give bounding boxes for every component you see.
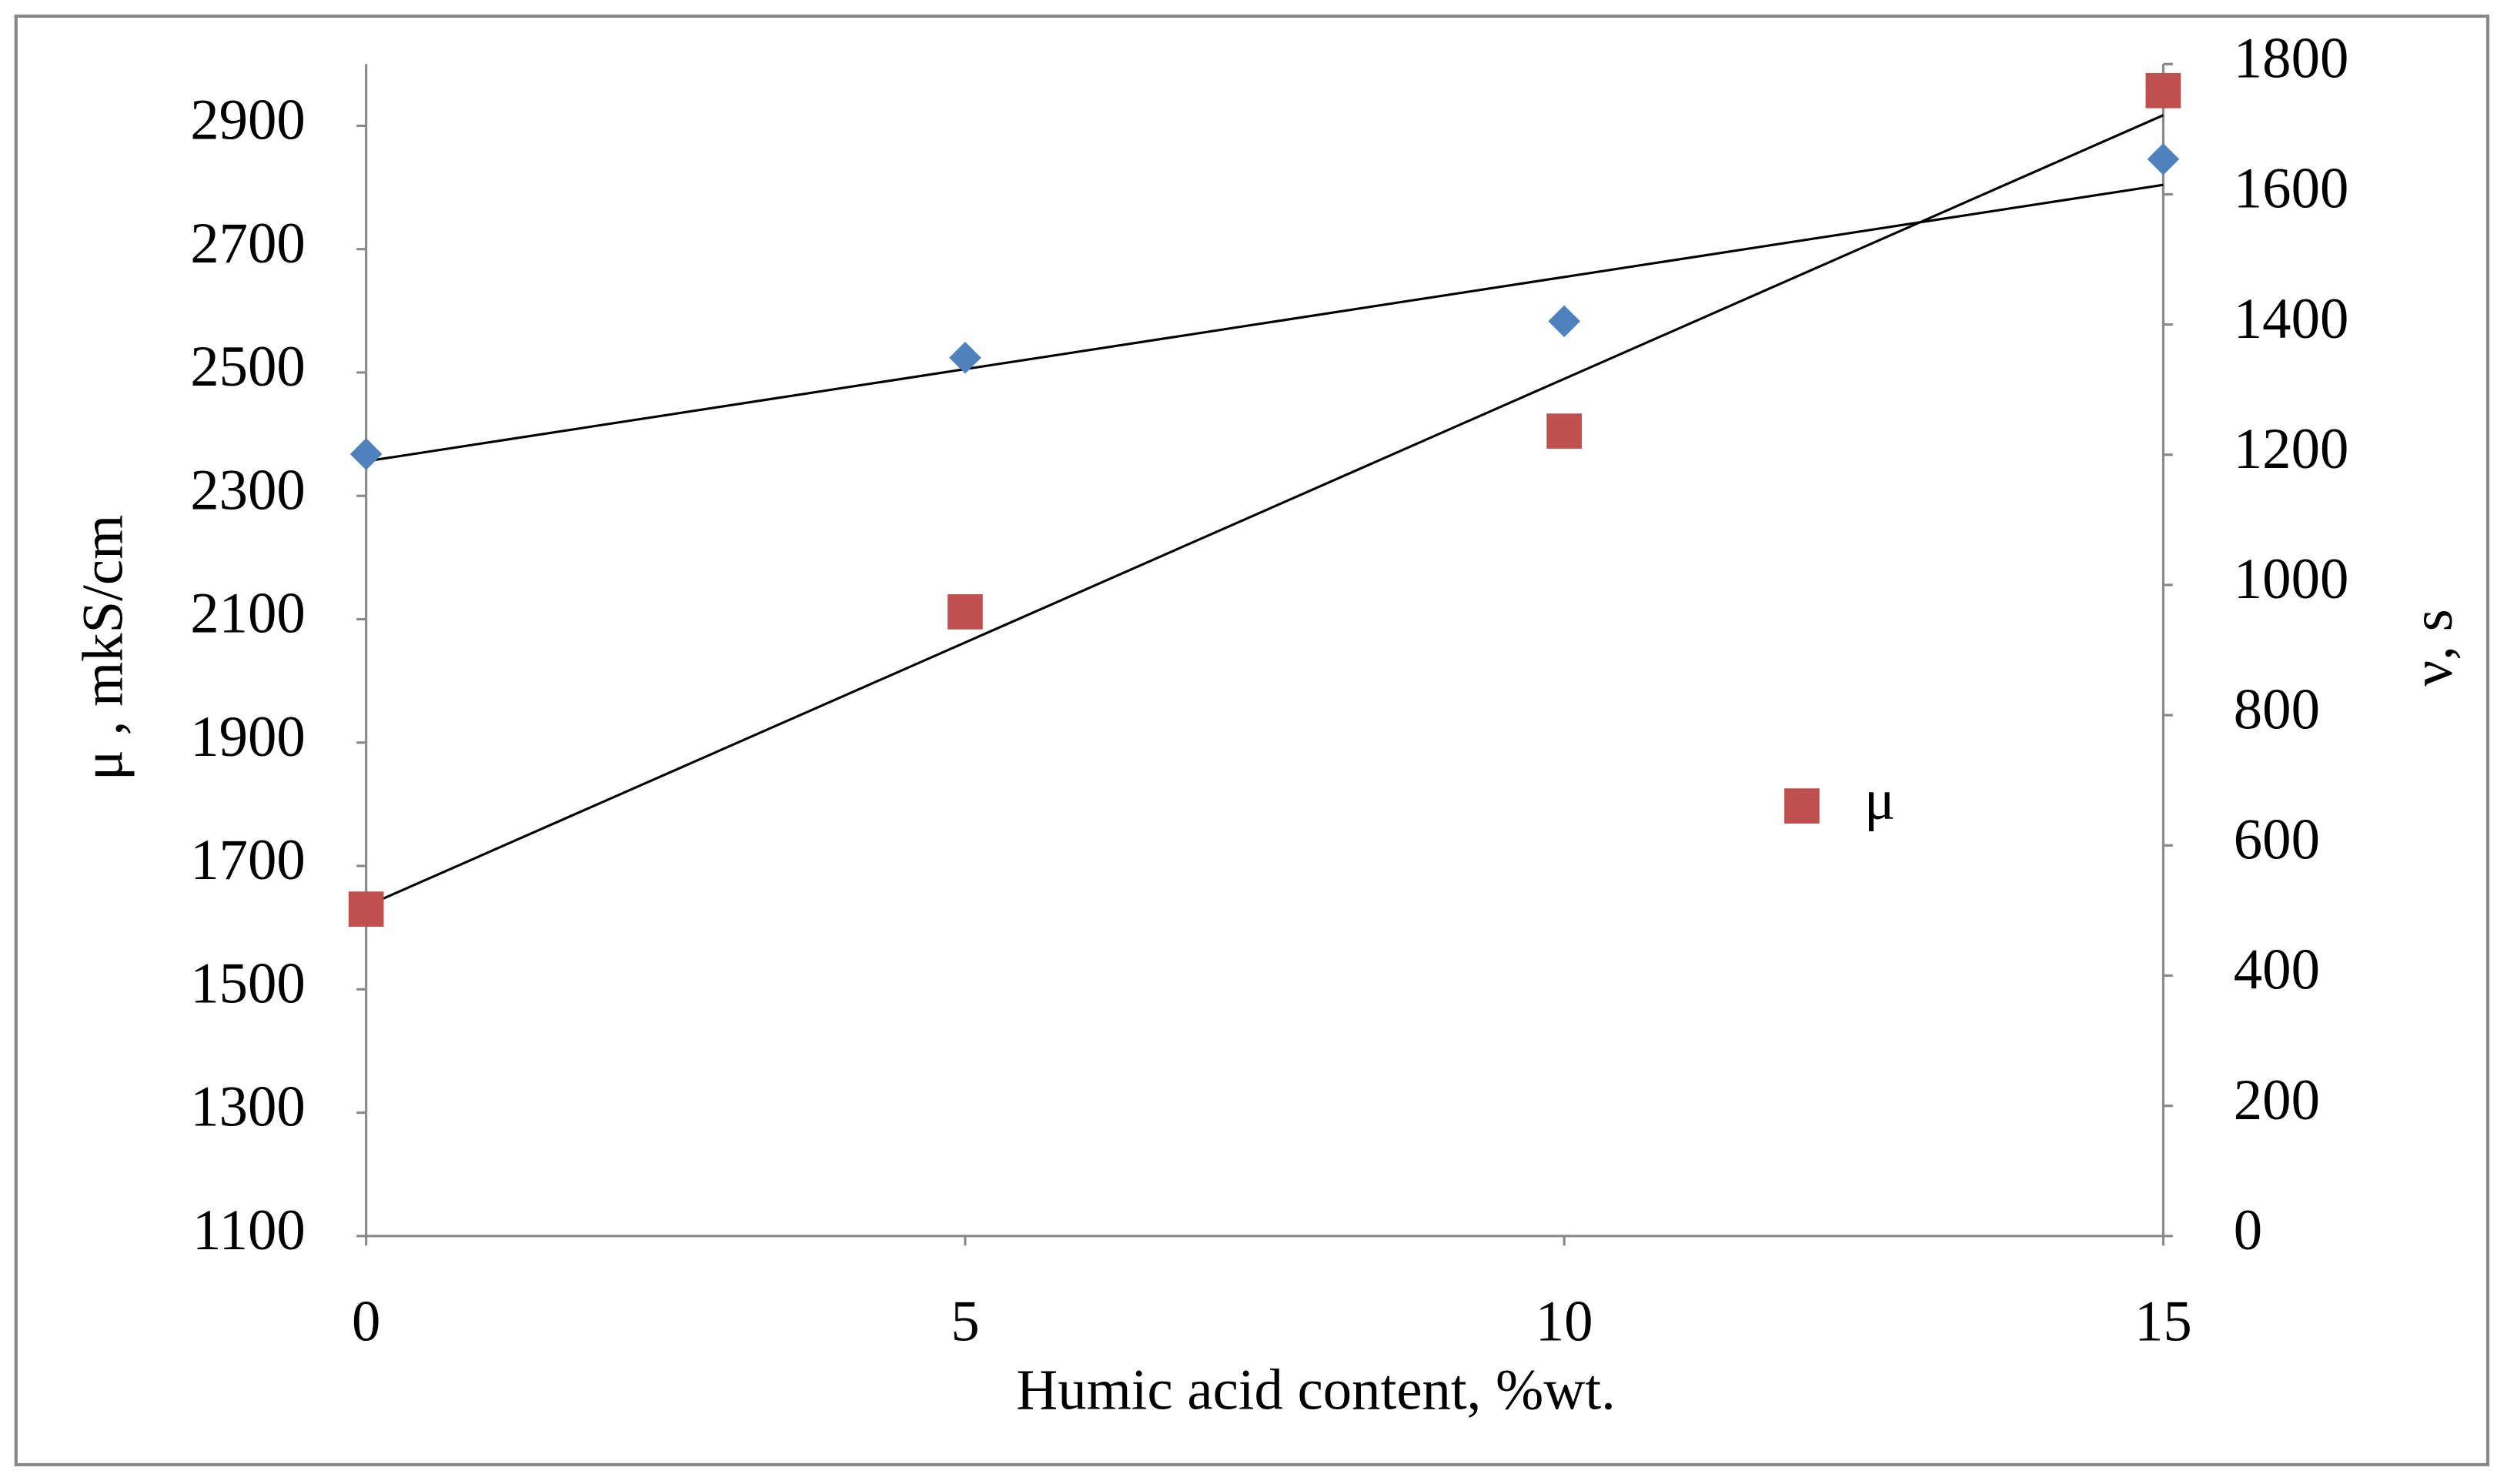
y2-tick-label: 200 [2234,1068,2320,1132]
y-tick-label: 1500 [190,951,306,1015]
trendline [366,114,2164,907]
y-tick-label: 2700 [190,212,306,276]
y2-tick-label: 400 [2234,938,2320,1002]
x-tick-label: 15 [2134,1289,2192,1353]
y2-tick-label: 1800 [2234,26,2349,90]
y-tick-label: 1700 [190,828,306,892]
x-tick-label: 5 [951,1289,979,1353]
x-tick-label: 10 [1536,1289,1593,1353]
point [348,891,384,927]
trendline [366,183,2164,463]
point [2145,72,2181,109]
y-tick-label: 2500 [190,335,306,399]
y-tick-label: 2300 [190,458,306,522]
y-tick-label: 1900 [190,705,306,769]
point [349,438,383,470]
y-tick-label: 2900 [190,89,306,152]
y2-tick-label: 0 [2234,1198,2262,1262]
y2-tick-label: 1200 [2234,417,2349,481]
point [948,594,983,630]
legend-label: μ [1864,768,1895,832]
y2-axis-label: ν, s [2401,609,2465,686]
point [1546,413,1583,449]
y2-tick-label: 800 [2234,677,2320,741]
legend-swatch [1784,788,1820,824]
point [949,341,981,374]
point [2147,143,2180,175]
y-tick-label: 1100 [192,1198,306,1262]
y2-tick-label: 1600 [2234,157,2349,221]
y2-tick-label: 1400 [2234,287,2349,351]
y2-tick-label: 1000 [2234,547,2349,611]
y-tick-label: 2100 [190,582,306,646]
y2-tick-label: 600 [2234,807,2320,871]
x-axis-label: Humic acid content, %wt. [1016,1359,1616,1422]
y-axis-label: μ , mkS/cm [71,515,135,780]
y-tick-label: 1300 [190,1075,306,1139]
x-tick-label: 0 [352,1289,380,1353]
chart-border [14,14,2490,1466]
